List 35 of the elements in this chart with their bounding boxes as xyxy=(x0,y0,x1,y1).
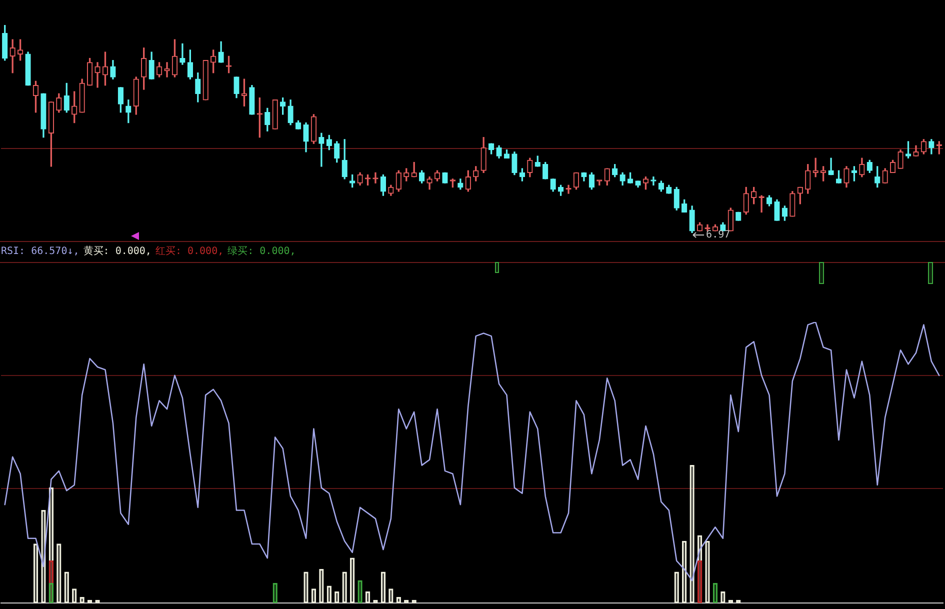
bar xyxy=(326,586,332,603)
bar xyxy=(64,572,69,603)
bar xyxy=(690,464,694,603)
bar xyxy=(712,583,718,603)
annotation: 6.97 xyxy=(706,230,730,241)
text: 绿买: 0.000, xyxy=(228,246,296,258)
bar xyxy=(697,560,702,603)
bar xyxy=(48,583,54,603)
bar xyxy=(674,572,679,603)
bar xyxy=(342,572,347,603)
bar xyxy=(311,588,316,603)
candlestick xyxy=(180,43,186,65)
bar xyxy=(72,588,77,603)
text: 红买: 0.000, xyxy=(155,246,224,258)
bar xyxy=(358,580,362,603)
bar xyxy=(720,591,726,603)
text: 黄买: 0.000, xyxy=(83,246,152,258)
candlestick xyxy=(318,132,324,167)
bar xyxy=(304,572,308,603)
bar xyxy=(272,583,278,603)
bar xyxy=(334,591,340,603)
bar xyxy=(682,540,687,603)
bar xyxy=(80,597,84,603)
text: RSI: 66.570↓, xyxy=(1,246,80,258)
bar xyxy=(396,597,401,603)
bar xyxy=(56,544,62,603)
bar xyxy=(365,591,370,603)
bar xyxy=(33,544,38,603)
candlestick xyxy=(372,172,378,184)
bar xyxy=(350,558,355,603)
candlestick xyxy=(650,176,656,186)
bar xyxy=(380,572,386,603)
bar xyxy=(388,588,394,603)
bar xyxy=(705,540,710,603)
bar xyxy=(319,568,324,603)
